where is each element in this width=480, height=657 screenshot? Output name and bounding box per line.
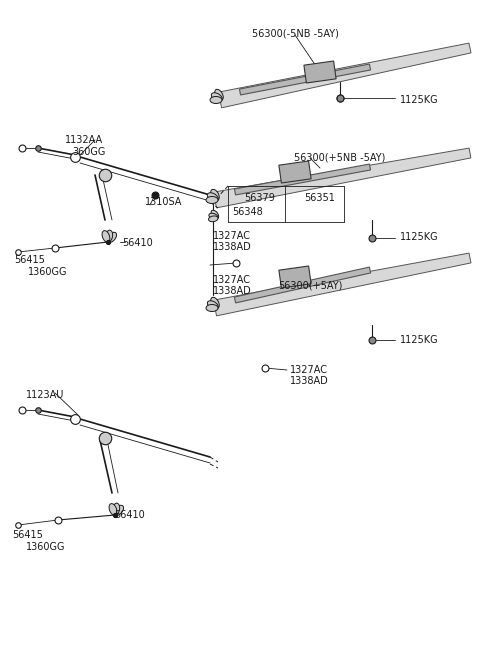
Text: 1310SA: 1310SA	[145, 197, 182, 207]
Ellipse shape	[211, 189, 219, 200]
Text: 1327AC: 1327AC	[213, 231, 251, 241]
Polygon shape	[279, 266, 311, 288]
Polygon shape	[240, 64, 371, 95]
Ellipse shape	[211, 298, 219, 308]
Polygon shape	[214, 253, 471, 316]
Ellipse shape	[209, 214, 218, 219]
Text: 1327AC: 1327AC	[290, 365, 328, 375]
Text: 56415: 56415	[12, 530, 43, 540]
Text: 56351: 56351	[305, 193, 336, 203]
Ellipse shape	[106, 230, 113, 242]
Text: 1338AD: 1338AD	[213, 242, 252, 252]
Ellipse shape	[107, 233, 117, 242]
Text: 56379: 56379	[245, 193, 276, 203]
Polygon shape	[304, 61, 336, 83]
Text: 1125KG: 1125KG	[400, 95, 439, 105]
Ellipse shape	[210, 97, 222, 104]
Polygon shape	[279, 161, 311, 183]
Text: 1338AD: 1338AD	[290, 376, 329, 386]
Ellipse shape	[211, 93, 222, 101]
Text: 56300(-5NB -5AY): 56300(-5NB -5AY)	[252, 28, 338, 38]
Text: 56300(+5AY): 56300(+5AY)	[278, 280, 342, 290]
Ellipse shape	[207, 193, 218, 201]
Text: 56348: 56348	[233, 207, 264, 217]
Ellipse shape	[112, 503, 120, 515]
Ellipse shape	[207, 301, 218, 309]
Ellipse shape	[215, 89, 223, 101]
Ellipse shape	[208, 216, 218, 221]
Text: 56410: 56410	[122, 238, 153, 248]
Text: 1360GG: 1360GG	[28, 267, 68, 277]
Text: 1360GG: 1360GG	[26, 542, 65, 552]
Text: 56300(+5NB -5AY): 56300(+5NB -5AY)	[294, 152, 386, 162]
Text: 1338AD: 1338AD	[213, 286, 252, 296]
Polygon shape	[218, 43, 471, 108]
Ellipse shape	[109, 504, 117, 515]
Polygon shape	[234, 164, 371, 195]
Ellipse shape	[206, 304, 218, 311]
Polygon shape	[234, 267, 371, 303]
Ellipse shape	[211, 210, 219, 218]
Text: 56415: 56415	[14, 255, 45, 265]
Text: 1132AA: 1132AA	[65, 135, 103, 145]
Ellipse shape	[102, 231, 110, 242]
Text: 56410: 56410	[114, 510, 145, 520]
Text: 1327AC: 1327AC	[213, 275, 251, 285]
Ellipse shape	[206, 196, 218, 204]
Ellipse shape	[114, 505, 123, 516]
Text: 360GG: 360GG	[72, 147, 106, 157]
Text: 1125KG: 1125KG	[400, 335, 439, 345]
Text: 1125KG: 1125KG	[400, 232, 439, 242]
Polygon shape	[214, 148, 471, 208]
Text: 1123AU: 1123AU	[26, 390, 64, 400]
